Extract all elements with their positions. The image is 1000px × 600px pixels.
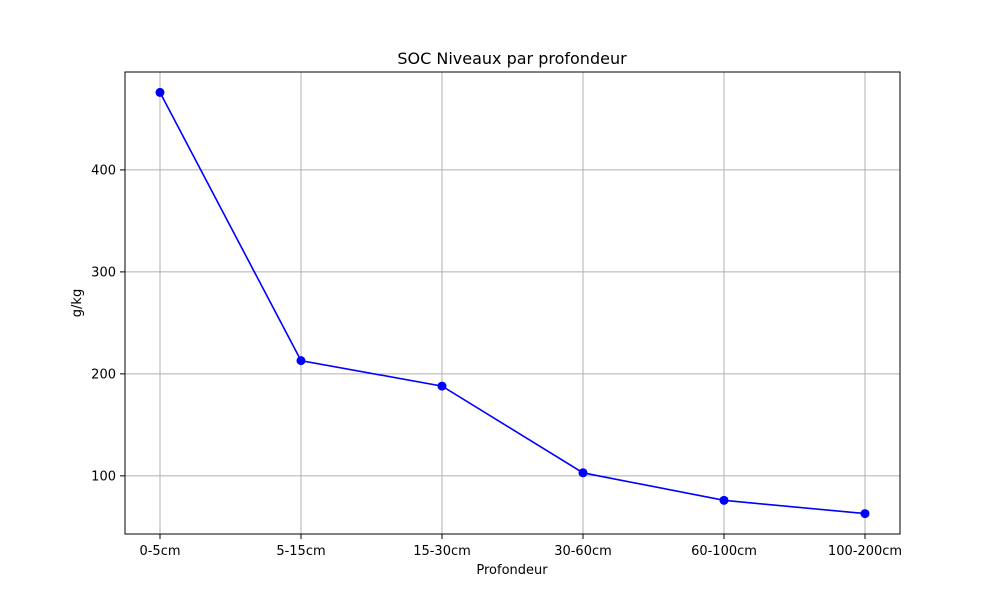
- chart-title: SOC Niveaux par profondeur: [397, 49, 627, 68]
- y-tick-label: 400: [91, 163, 116, 178]
- x-tick-label: 0-5cm: [139, 544, 180, 559]
- data-point: [578, 468, 588, 478]
- data-point: [719, 495, 729, 505]
- series-layer: [155, 87, 870, 519]
- plot-area: [124, 71, 901, 535]
- data-point: [296, 356, 306, 366]
- data-point: [155, 87, 165, 97]
- x-axis: 0-5cm 5-15cm 15-30cm 30-60cm 60-100cm 100-200…: [139, 534, 902, 559]
- y-tick-label: 300: [91, 265, 116, 280]
- y-axis-label: g/kg: [70, 289, 85, 317]
- x-tick-label: 60-100cm: [691, 544, 757, 559]
- y-tick-label: 200: [91, 367, 116, 382]
- grid-lines: [125, 72, 900, 534]
- series-line: [159, 92, 866, 515]
- x-tick-label: 5-15cm: [276, 544, 325, 559]
- x-tick-label: 100-200cm: [828, 544, 902, 559]
- y-axis: 100 200 300 400: [91, 163, 125, 484]
- data-point: [437, 381, 447, 391]
- y-tick-label: 100: [91, 469, 116, 484]
- x-axis-label: Profondeur: [476, 563, 548, 578]
- data-point: [860, 509, 870, 519]
- x-tick-label: 30-60cm: [554, 544, 612, 559]
- x-tick-label: 15-30cm: [413, 544, 471, 559]
